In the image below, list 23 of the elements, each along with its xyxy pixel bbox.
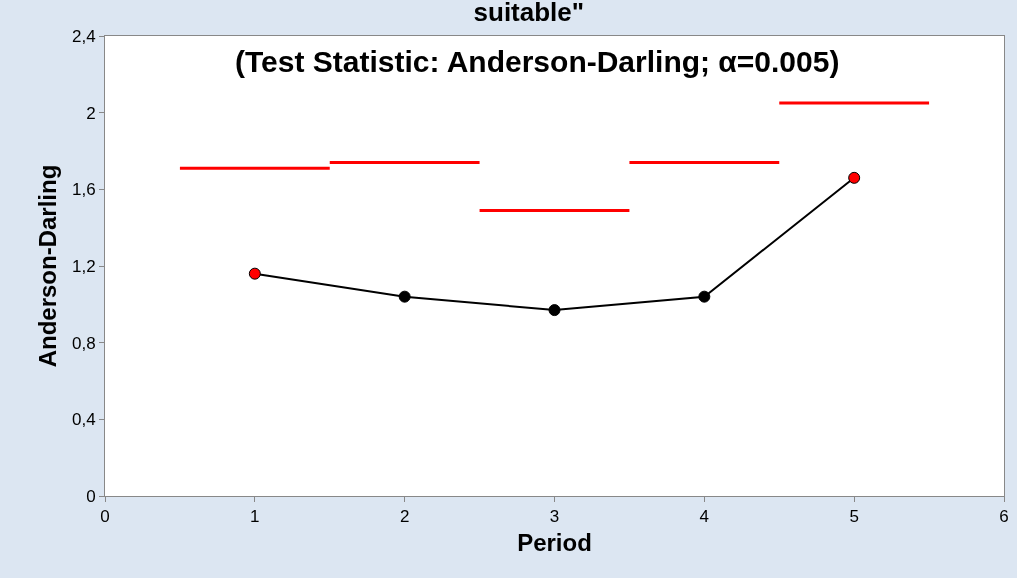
x-tick-label: 1: [250, 507, 260, 527]
point: [548, 304, 561, 317]
x-axis-title: Period: [517, 528, 592, 556]
x-tick-label: 2: [399, 507, 410, 527]
x-tick-label: 6: [999, 507, 1009, 527]
x-tick-label: 4: [699, 507, 710, 527]
y-tick-label: 1,2: [71, 256, 96, 276]
y-tick-label: 0,4: [71, 410, 96, 430]
x-tick-label: 0: [100, 507, 110, 527]
y-tick-label: 0,8: [71, 333, 96, 353]
point: [698, 290, 711, 303]
chart-title: suitable": [473, 0, 585, 28]
y-tick-label: 1,6: [71, 180, 96, 200]
y-tick-label: 2: [86, 103, 96, 123]
point: [398, 290, 411, 303]
y-tick-label: 0: [86, 486, 96, 506]
y-tick-label: 2,4: [71, 26, 96, 46]
x-tick-label: 3: [549, 507, 560, 527]
x-tick-label: 5: [849, 507, 859, 527]
point: [248, 267, 261, 280]
chart-subtitle: (Test Statistic: Anderson-Darling; α=0.005): [235, 45, 840, 78]
y-axis-title: Anderson-Darling: [34, 164, 62, 368]
point: [848, 171, 861, 184]
